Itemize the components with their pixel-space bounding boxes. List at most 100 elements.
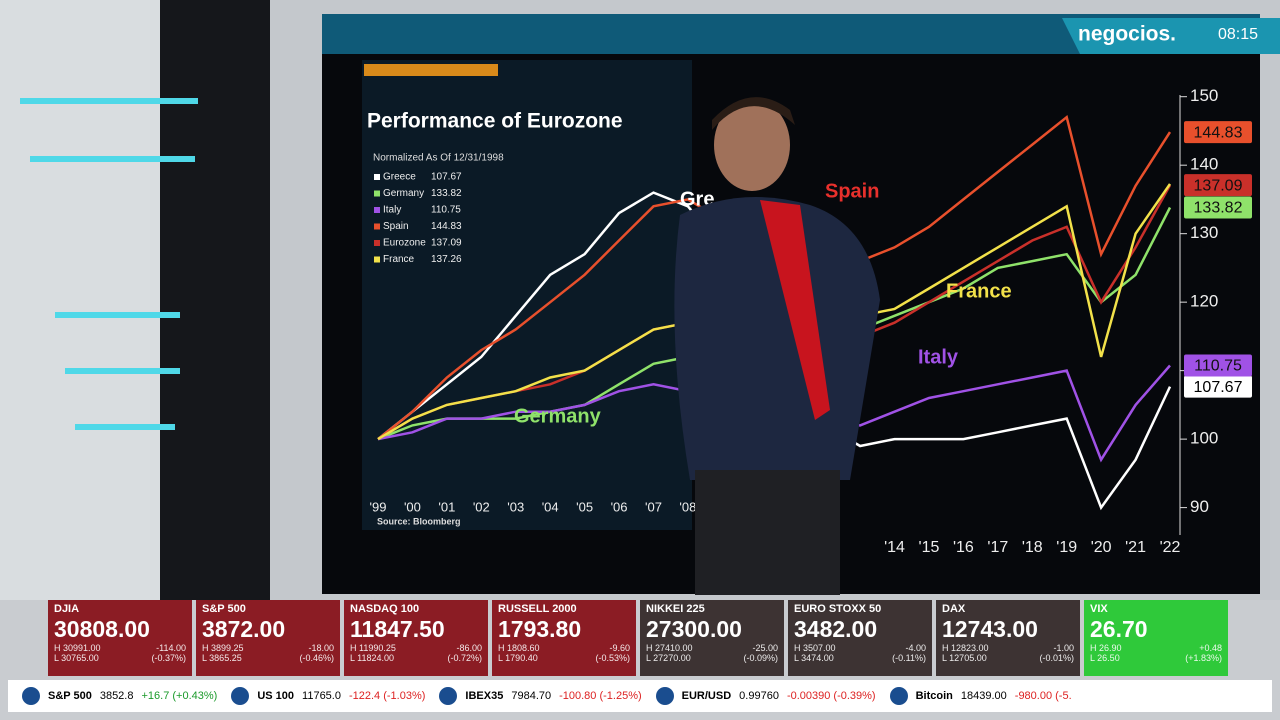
ticker-name: VIX	[1090, 603, 1108, 615]
legend-swatch	[374, 256, 380, 263]
legend-value: 137.09	[431, 238, 462, 249]
ticker-pct: (-0.11%)	[892, 653, 926, 663]
x-tick-label: '04	[542, 499, 559, 514]
crawl-icon	[439, 687, 458, 705]
x-tick-label: '01	[438, 499, 455, 514]
ticker-change: -9.60	[609, 643, 630, 653]
crawl-last: 7984.70	[511, 690, 552, 702]
legend-value: 110.75	[431, 205, 461, 216]
ticker-row: L 3865.25 (-0.46%)	[202, 653, 334, 663]
ticker-row: L 1790.40 (-0.53%)	[498, 653, 630, 663]
ticker-high: H 1808.60	[498, 643, 540, 653]
crawl-name: US 100	[257, 690, 295, 702]
ticker-change: -86.00	[456, 643, 482, 653]
studio: Performance of Eurozone Normalized As Of…	[0, 0, 1260, 600]
x-tick-label: '20	[1091, 539, 1112, 556]
y-tick-label: 130	[1190, 223, 1218, 242]
y-tick-label: 150	[1190, 86, 1218, 105]
ticker-change: +0.48	[1199, 643, 1222, 653]
crawl-change: -980.00 (-5.	[1014, 690, 1072, 702]
value-tag-box	[1184, 174, 1252, 197]
ticker-change: -18.00	[308, 643, 334, 653]
ticker-last: 27300.00	[646, 616, 742, 642]
value-tag-box	[1184, 375, 1252, 398]
ticker-name: DAX	[942, 603, 966, 615]
x-tick-label: '18	[1022, 539, 1043, 556]
crawl-item: S&P 500 3852.8 +16.7 (+0.43%)	[22, 687, 217, 705]
ticker-high: H 11990.25	[350, 643, 396, 653]
legend-swatch	[374, 174, 380, 180]
crawl-change: -100.80 (-1.25%)	[559, 690, 642, 702]
x-tick-label: '99	[370, 499, 387, 514]
ticker-high: H 3507.00	[794, 643, 836, 653]
ticker-box: S&P 500 3872.00 H 3899.25 -18.00 L 3865.25 (-…	[196, 600, 340, 676]
presenter	[674, 97, 880, 595]
series-annotation: Italy	[918, 346, 959, 368]
ticker-change: -25.00	[752, 643, 778, 653]
chart-source: Source: Bloomberg	[377, 516, 461, 526]
crawl-icon	[231, 687, 250, 705]
ticker-row: L 11824.00 (-0.72%)	[350, 653, 482, 663]
crawl-last: 18439.00	[960, 690, 1007, 702]
x-tick-label: '00	[404, 499, 421, 514]
ticker-row: H 27410.00 -25.00	[646, 643, 778, 653]
legend-label: Greece	[383, 172, 416, 183]
crawl-change: -0.00390 (-0.39%)	[786, 690, 876, 702]
value-tag: 137.09	[1194, 177, 1243, 194]
ticker-low: L 26.50	[1090, 653, 1120, 663]
value-tag-box	[1184, 196, 1252, 219]
x-tick-label: '02	[473, 499, 490, 514]
ticker-box: DAX 12743.00 H 12823.00 -1.00 L 12705.00 (-0.…	[936, 600, 1080, 676]
ticker-high: H 27410.00	[646, 643, 693, 653]
ticker-last: 26.70	[1090, 616, 1148, 642]
ticker-row: H 3899.25 -18.00	[202, 643, 334, 653]
ticker-high: H 26.90	[1090, 643, 1122, 653]
ticker-box: NIKKEI 225 27300.00 H 27410.00 -25.00 L 2727…	[640, 600, 784, 676]
ticker-box: RUSSELL 2000 1793.80 H 1808.60 -9.60 L 1790.…	[492, 600, 636, 676]
ticker-box: VIX 26.70 H 26.90 +0.48 L 26.50 (+1.83%)	[1084, 600, 1228, 676]
ticker-last: 3872.00	[202, 616, 286, 642]
crawl-icon	[22, 687, 40, 705]
ticker-pct: (-0.01%)	[1039, 653, 1074, 663]
crawl-name: S&P 500	[48, 690, 92, 702]
ticker-name: EURO STOXX 50	[794, 603, 882, 615]
x-tick-label: '17	[987, 539, 1008, 556]
ticker-low: L 1790.40	[498, 653, 538, 663]
crawl-icon	[889, 687, 908, 705]
ticker-change: -114.00	[156, 643, 186, 653]
ticker-last: 11847.50	[350, 616, 445, 642]
y-tick-label: 140	[1190, 155, 1218, 174]
ticker-row: H 26.90 +0.48	[1090, 643, 1222, 653]
toolbar	[364, 64, 498, 76]
crawl-change: -122.4 (-1.03%)	[348, 690, 426, 702]
crawl-name: Bitcoin	[915, 690, 953, 702]
x-tick-label: '06	[611, 499, 628, 514]
ticker-pct: (-0.72%)	[447, 653, 482, 663]
crawl-name: IBEX35	[465, 690, 504, 702]
ticker-name: S&P 500	[202, 603, 246, 615]
ticker-row: L 3474.00 (-0.11%)	[794, 653, 926, 663]
ticker-last: 30808.00	[54, 616, 150, 642]
value-tag: 110.75	[1194, 358, 1242, 375]
legend-value: 107.67	[431, 172, 462, 183]
x-tick-label: '19	[1056, 539, 1077, 556]
ticker-name: NIKKEI 225	[646, 603, 705, 615]
ticker-last: 12743.00	[942, 616, 1038, 642]
ticker-row: H 30991.00 -114.00	[54, 643, 186, 653]
crawl-last: 3852.8	[99, 690, 134, 702]
x-tick-label: '16	[953, 539, 974, 556]
ticker-pct: (-0.37%)	[151, 653, 186, 663]
x-tick-label: '03	[507, 499, 524, 514]
ticker-box: NASDAQ 100 11847.50 H 11990.25 -86.00 L 1182…	[344, 600, 488, 676]
ticker-change: -4.00	[905, 643, 926, 653]
ticker-high: H 3899.25	[202, 643, 244, 653]
ticker-name: DJIA	[54, 603, 80, 615]
ticker-low: L 27270.00	[646, 653, 691, 663]
crawl-item: EUR/USD 0.99760 -0.00390 (-0.39%)	[655, 687, 876, 705]
legend-label: Eurozone	[383, 238, 426, 249]
x-tick-label: '14	[884, 539, 905, 556]
legend-value: 144.83	[431, 221, 462, 232]
legend-swatch	[374, 207, 380, 213]
legend-swatch	[374, 240, 380, 246]
